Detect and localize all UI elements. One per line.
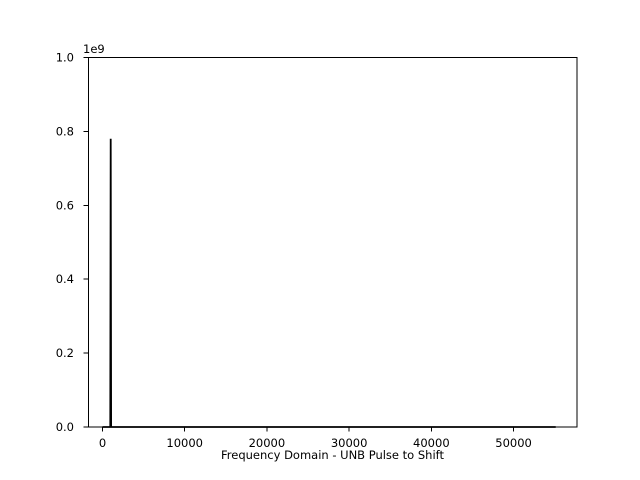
x-axis-tick-label: 40000 bbox=[413, 436, 450, 450]
x-axis-tick-label: 0 bbox=[99, 436, 106, 450]
x-axis-tick-label: 30000 bbox=[331, 436, 368, 450]
y-axis-tick-label: 1.0 bbox=[56, 51, 74, 65]
y-axis-tick-label: 0.6 bbox=[56, 198, 74, 212]
x-axis-tick-label: 20000 bbox=[249, 436, 286, 450]
y-axis-tick-label: 0.0 bbox=[56, 420, 74, 434]
plot-border bbox=[88, 57, 578, 428]
signal-line bbox=[102, 138, 556, 428]
y-axis-offset-text: 1e9 bbox=[83, 42, 105, 56]
y-axis-tick-label: 0.8 bbox=[56, 124, 74, 138]
x-axis-tick-label: 50000 bbox=[495, 436, 532, 450]
y-axis-tick-label: 0.2 bbox=[56, 346, 74, 360]
x-axis-tick-label: 10000 bbox=[166, 436, 203, 450]
x-axis-label: Frequency Domain - UNB Pulse to Shift bbox=[221, 448, 444, 462]
y-axis-tick-label: 0.4 bbox=[56, 272, 74, 286]
